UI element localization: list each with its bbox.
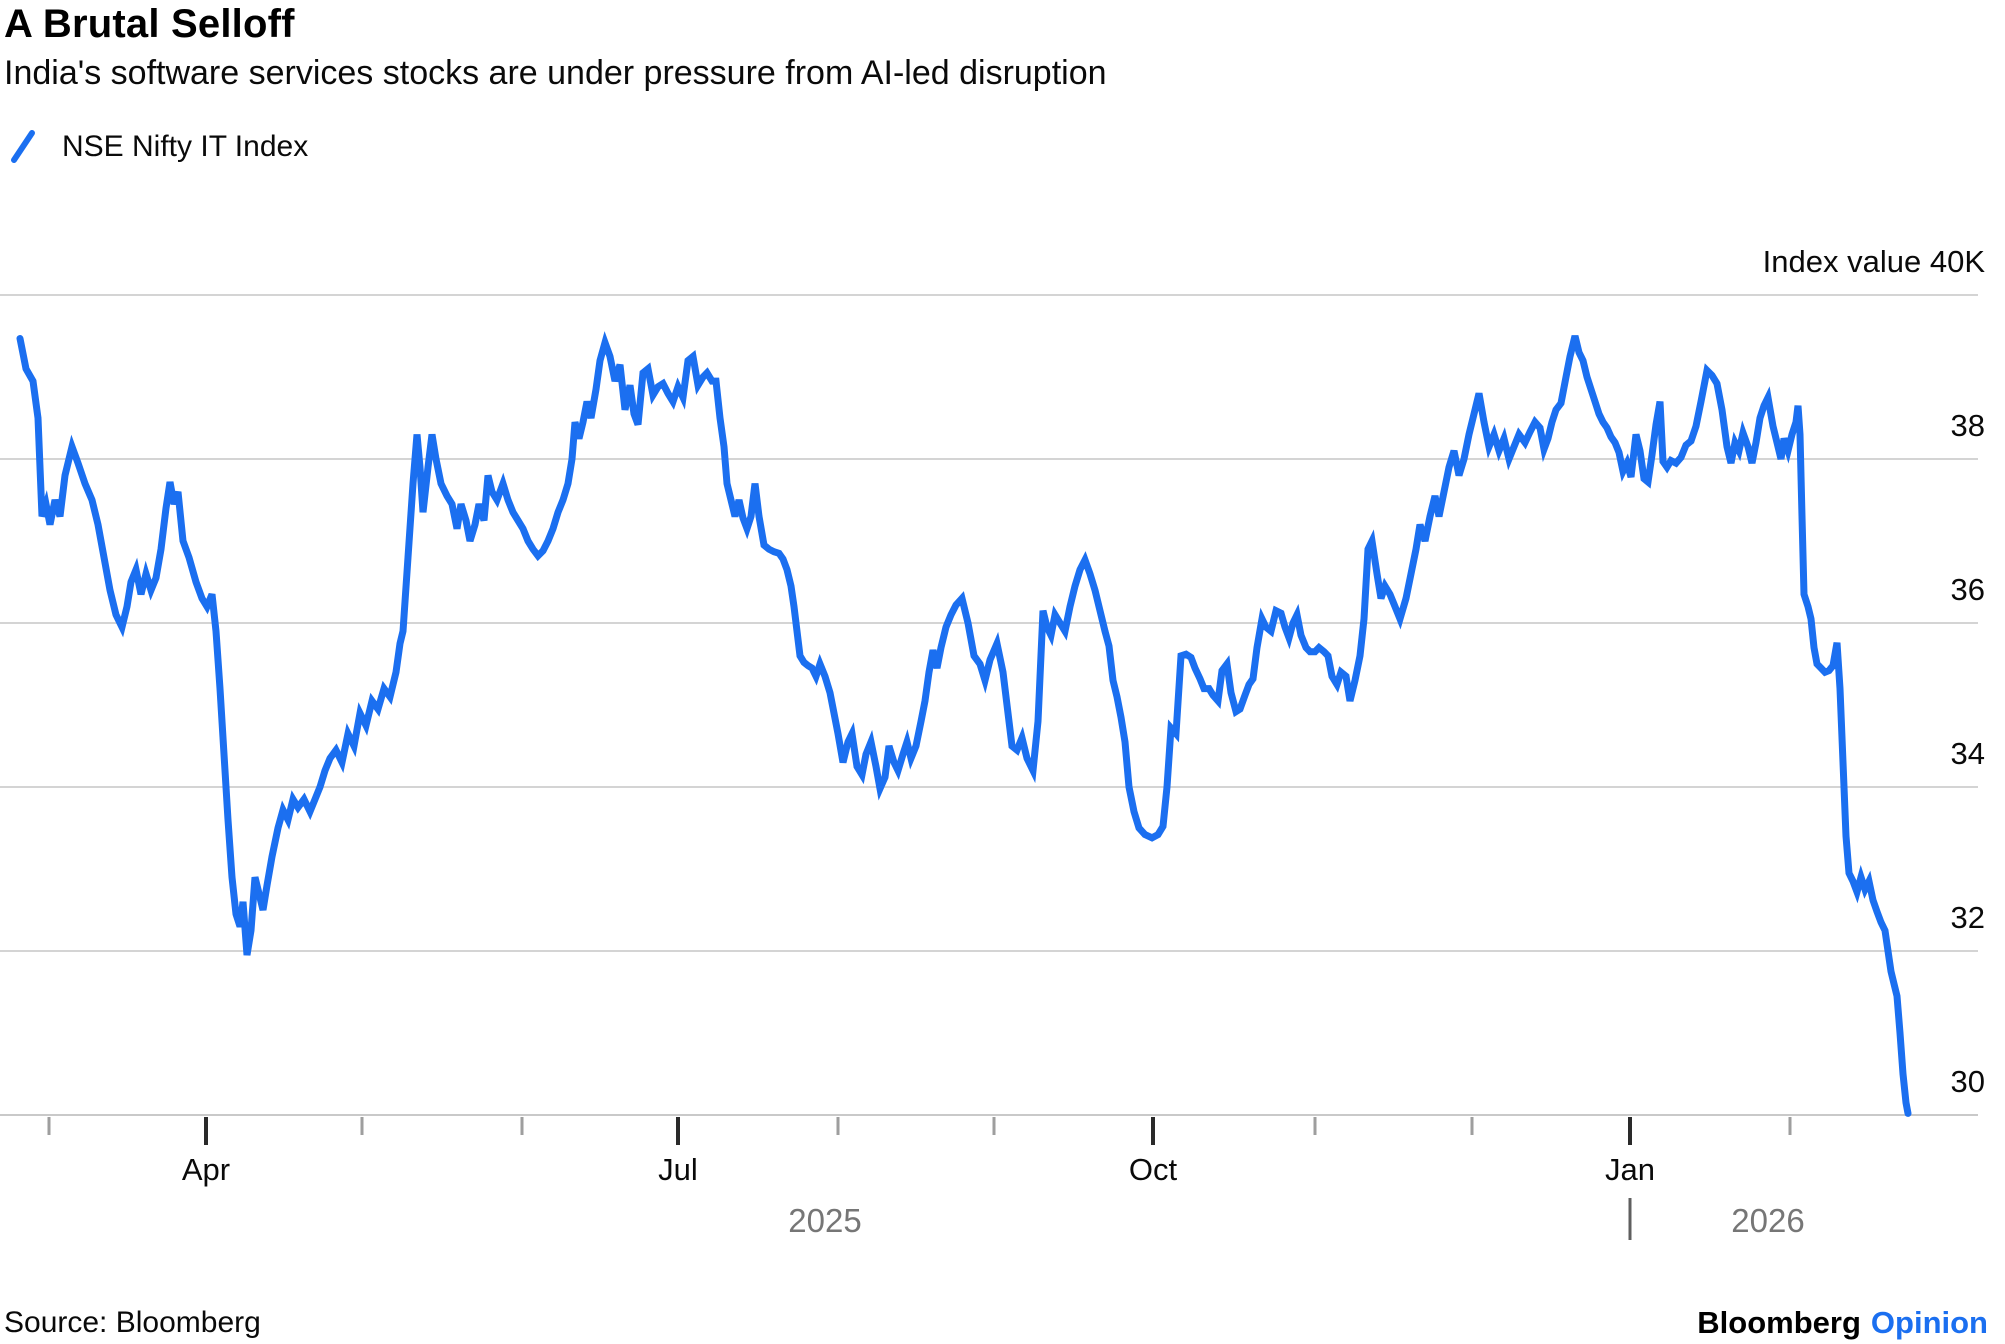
y-axis-label-38: 38 [1950,408,1985,443]
brand-lockup: Bloomberg Opinion [1697,1305,1988,1341]
y-axis-label-36: 36 [1950,572,1985,607]
year-label-2025: 2025 [788,1202,862,1239]
legend-line-icon [11,130,35,163]
source-note: Source: Bloomberg [4,1306,261,1339]
y-axis-header: Index value 40K [1762,244,1985,279]
page-subtitle: India's software services stocks are und… [4,54,1107,92]
legend-series-label: NSE Nifty IT Index [62,130,309,163]
legend: NSE Nifty IT Index [8,128,308,166]
y-axis-label-30: 30 [1950,1064,1985,1099]
x-axis-label-oct: Oct [1128,1152,1178,1187]
page-title: A Brutal Selloff [4,2,295,46]
y-axis-label-32: 32 [1950,900,1985,935]
x-axis-label-jul: Jul [658,1152,698,1187]
y-axis-label-34: 34 [1950,736,1985,771]
brand-bloomberg: Bloomberg [1697,1305,1861,1340]
x-axis-label-apr: Apr [181,1152,231,1187]
index-line-series [16,331,1912,1117]
year-label-2026: 2026 [1731,1202,1805,1239]
x-axis-label-jan: Jan [1605,1152,1655,1187]
brand-opinion: Opinion [1870,1305,1988,1340]
